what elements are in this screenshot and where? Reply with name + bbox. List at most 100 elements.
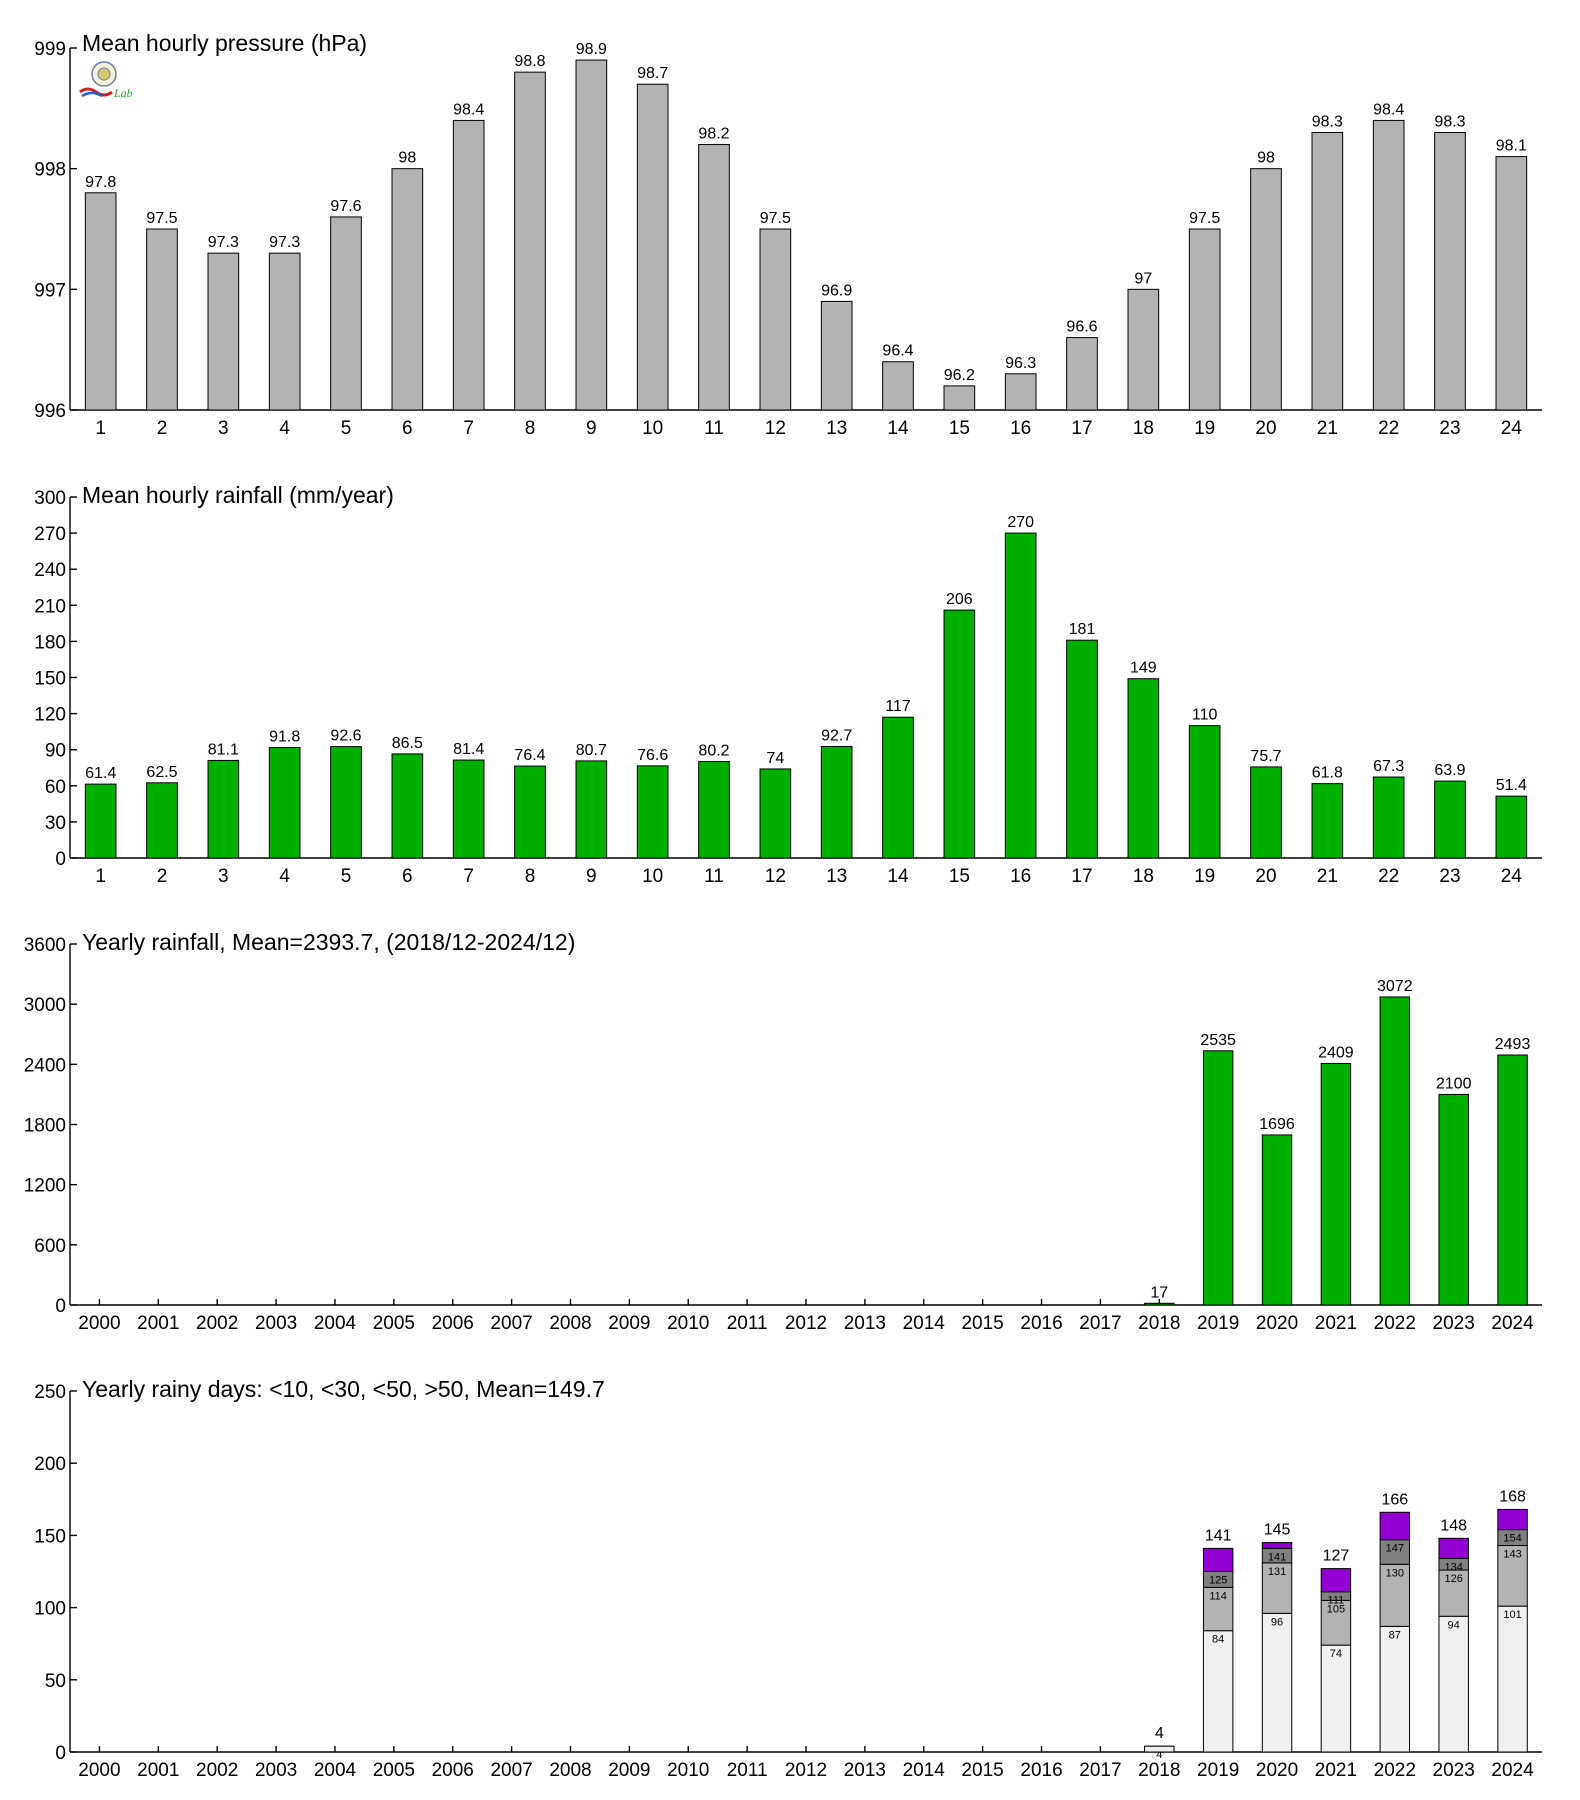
x-tick-label: 2021: [1315, 1313, 1357, 1334]
bar-value-label: 75.7: [1250, 748, 1281, 765]
segment-value-label: 131: [1268, 1566, 1286, 1578]
y-tick-label: 90: [45, 741, 66, 762]
stack-segment-2019-1: [1202, 1630, 1234, 1753]
bar-value-label: 97.5: [760, 210, 791, 227]
bar-2018: [1144, 1302, 1175, 1306]
segment-value-label: 154: [1503, 1533, 1521, 1545]
bar-value-label: 92.7: [821, 727, 852, 744]
x-tick-label: 20: [1255, 418, 1276, 439]
y-tick-label: 1800: [24, 1116, 66, 1137]
chart-title: Mean hourly pressure (hPa): [82, 30, 367, 56]
x-tick-label: 9: [586, 418, 597, 439]
bar-value-label: 149: [1130, 660, 1157, 677]
bar-value-label: 17: [1150, 1284, 1168, 1301]
stack-segment-2023-1: [1438, 1615, 1469, 1753]
x-tick-label: 2011: [727, 1760, 768, 1781]
segment-value-label: 94: [1448, 1619, 1460, 1631]
bar-9: [575, 59, 608, 411]
chart-title: Yearly rainy days: <10, <30, <50, >50, M…: [82, 1376, 605, 1402]
bar-value-label: 74: [766, 750, 784, 767]
bar-2021: [1320, 1062, 1352, 1306]
x-tick-label: 2013: [844, 1760, 886, 1781]
bar-value-label: 51.4: [1496, 777, 1527, 794]
bar-12: [759, 768, 792, 859]
bar-8: [514, 71, 546, 411]
stack-total-label: 145: [1264, 1522, 1291, 1539]
x-tick-label: 11: [704, 866, 724, 887]
bar-18: [1127, 288, 1160, 411]
x-tick-label: 2009: [608, 1760, 650, 1781]
bar-3: [207, 252, 240, 411]
x-tick-label: 2020: [1256, 1760, 1298, 1781]
x-tick-label: 21: [1317, 866, 1338, 887]
bar-value-label: 2535: [1200, 1032, 1236, 1049]
x-tick-label: 2001: [137, 1313, 179, 1334]
bar-value-label: 3072: [1377, 978, 1413, 995]
segment-value-label: 130: [1386, 1567, 1404, 1579]
x-tick-label: 2021: [1315, 1760, 1357, 1781]
bar-17: [1066, 639, 1098, 859]
segment-value-label: 111: [1328, 1595, 1345, 1607]
bar-21: [1311, 131, 1344, 411]
x-tick-label: 14: [887, 866, 909, 887]
x-tick-label: 23: [1439, 418, 1460, 439]
stack-segment-2022-1: [1379, 1625, 1411, 1753]
y-tick-label: 250: [34, 1382, 66, 1403]
bar-4: [268, 252, 301, 411]
bar-value-label: 62.5: [146, 764, 177, 781]
bar-16: [1004, 373, 1037, 411]
chart-title: Mean hourly rainfall (mm/year): [82, 482, 394, 508]
bar-value-label: 63.9: [1434, 762, 1465, 779]
y-tick-label: 600: [34, 1236, 66, 1257]
y-tick-label: 0: [55, 1743, 66, 1764]
bar-1: [84, 783, 117, 859]
stack-segment-2022-3: [1379, 1539, 1411, 1565]
bar-value-label: 117: [885, 698, 911, 715]
bar-13: [820, 745, 853, 859]
x-tick-label: 10: [642, 866, 663, 887]
x-tick-label: 2008: [549, 1760, 591, 1781]
x-tick-label: 8: [525, 418, 536, 439]
segment-value-label: 4: [1156, 1749, 1162, 1761]
x-tick-label: 20: [1255, 866, 1276, 887]
bar-value-label: 97.8: [85, 174, 116, 191]
x-tick-label: 2014: [903, 1760, 946, 1781]
x-tick-label: 12: [765, 866, 786, 887]
segment-value-label: 114: [1209, 1590, 1227, 1602]
bar-2024: [1497, 1054, 1528, 1306]
bar-5: [330, 216, 362, 411]
chart-panel-4: 0 50 100 150 200 250 Yearly rainy days: <10, <…: [34, 1376, 1542, 1781]
bar-value-label: 98: [398, 150, 416, 167]
x-tick-label: 11: [704, 418, 724, 439]
bar-6: [391, 753, 424, 859]
bar-value-label: 98: [1257, 150, 1275, 167]
stack-total-label: 127: [1323, 1548, 1350, 1565]
bar-24: [1495, 156, 1528, 411]
bar-20: [1250, 766, 1282, 859]
segment-value-label: 147: [1386, 1543, 1404, 1555]
bar-2: [146, 228, 178, 411]
bar-24: [1495, 795, 1528, 859]
bar-value-label: 97.3: [269, 234, 300, 251]
stack-segment-2019-2: [1202, 1586, 1234, 1632]
segment-value-label: 87: [1389, 1629, 1401, 1641]
bar-2022: [1379, 996, 1411, 1306]
bar-19: [1188, 228, 1221, 411]
x-tick-label: 2015: [961, 1313, 1003, 1334]
x-tick-label: 2009: [608, 1313, 650, 1334]
y-tick-label: 1200: [24, 1176, 66, 1197]
bar-value-label: 97.5: [146, 210, 177, 227]
stack-segment-2021-1: [1320, 1644, 1352, 1753]
bar-8: [514, 765, 546, 859]
x-tick-label: 17: [1071, 866, 1092, 887]
bar-9: [575, 760, 608, 859]
bar-2020: [1261, 1134, 1293, 1306]
x-tick-label: 6: [402, 418, 413, 439]
segment-value-label: 105: [1327, 1603, 1345, 1615]
x-tick-label: 10: [642, 418, 663, 439]
lab-logo: Lab: [78, 60, 136, 108]
stack-total-label: 148: [1440, 1517, 1467, 1534]
bar-value-label: 97.6: [330, 198, 361, 215]
x-tick-label: 2014: [903, 1313, 946, 1334]
